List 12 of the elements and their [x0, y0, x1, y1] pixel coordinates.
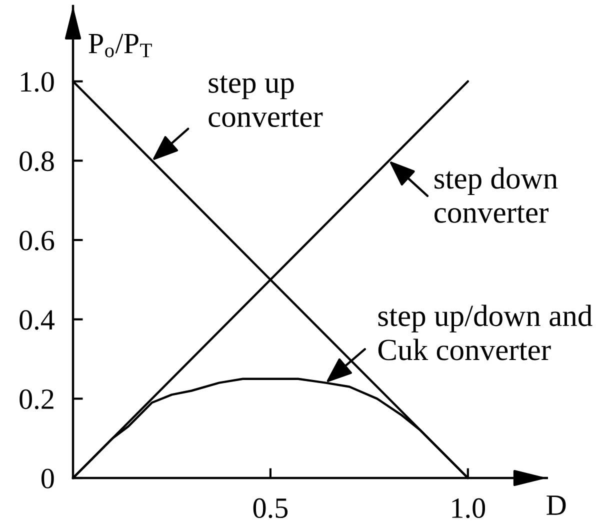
y-tick-label: 0 — [41, 468, 54, 488]
y-axis-title: P$_{o}$/P$_{T}$ — [88, 34, 152, 58]
y-tick-label: 0.6 — [20, 230, 54, 251]
y-tick-label: 0.2 — [20, 389, 54, 410]
x-axis-title: D — [546, 496, 566, 515]
annotation: step up/down and Cuk converter — [378, 304, 592, 360]
annotation: step up converter — [208, 75, 323, 128]
y-tick-label: 0.4 — [20, 310, 55, 330]
annotation: step down converter — [434, 167, 558, 223]
y-tick-label: 0.8 — [20, 151, 54, 172]
x-tick-label: 0.5 — [253, 498, 288, 518]
y-tick-label: 1.0 — [21, 72, 54, 92]
